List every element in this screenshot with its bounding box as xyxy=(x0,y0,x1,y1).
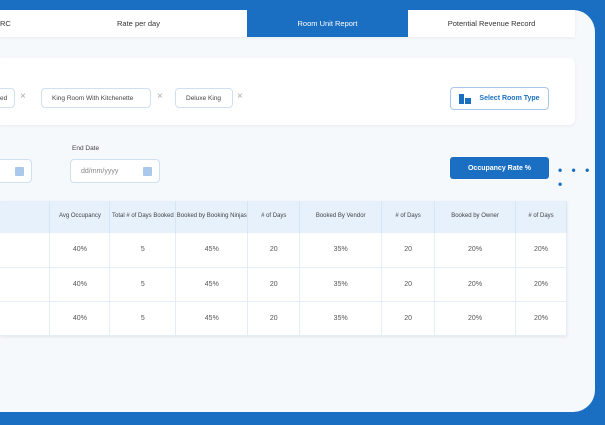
table-cell: 20% xyxy=(515,267,567,302)
column-header: # of Days xyxy=(381,201,436,233)
remove-chip-icon[interactable]: × xyxy=(157,91,163,102)
table-cell xyxy=(0,233,51,268)
column-header: # of Days xyxy=(515,201,567,233)
table-cell: 20 xyxy=(247,301,301,336)
select-room-type-label: Select Room Type xyxy=(479,95,540,102)
tab-potential-revenue-record[interactable]: Potential Revenue Record xyxy=(447,19,536,28)
table-header-row: Avg Occupancy Total # of Days Booked Boo… xyxy=(0,201,567,233)
column-header: Booked By Vendor xyxy=(299,201,383,233)
table-cell xyxy=(0,267,51,302)
table-row: 40% 5 45% 20 35% 20 20% 20% xyxy=(0,233,567,268)
calendar-icon xyxy=(143,167,152,176)
room-grid-icon xyxy=(459,93,472,104)
calendar-icon xyxy=(15,167,24,176)
tab-rate-per-day[interactable]: Rate per day xyxy=(117,19,160,28)
table-cell: 40% xyxy=(49,233,111,268)
table-cell: 5 xyxy=(109,267,177,302)
tab-rc[interactable]: RC xyxy=(0,19,11,28)
select-room-type-button[interactable]: Select Room Type xyxy=(450,87,549,110)
remove-chip-icon[interactable]: × xyxy=(20,91,26,102)
table-cell: 35% xyxy=(299,267,383,302)
end-date-input[interactable]: dd/mm/yyyy xyxy=(70,159,160,183)
column-header: Booked by Booking Ninjas xyxy=(175,201,249,233)
table-cell: 20 xyxy=(381,267,436,302)
column-header: Avg Occupancy xyxy=(49,201,111,233)
tab-room-unit-report[interactable]: Room Unit Report xyxy=(247,10,408,37)
table-cell: 5 xyxy=(109,301,177,336)
table-row: 40% 5 45% 20 35% 20 20% 20% xyxy=(0,267,567,302)
table-cell: 35% xyxy=(299,301,383,336)
table-cell: 5 xyxy=(109,233,177,268)
end-date-placeholder: dd/mm/yyyy xyxy=(81,167,119,175)
table-cell: 20 xyxy=(381,233,436,268)
table-cell: 45% xyxy=(175,233,249,268)
table-cell: 20 xyxy=(381,301,436,336)
column-header xyxy=(0,201,51,233)
table-cell: 45% xyxy=(175,301,249,336)
tab-bar: RC Rate per day Room Unit Report Potenti… xyxy=(0,10,575,37)
table-cell: 40% xyxy=(49,267,111,302)
column-header: # of Days xyxy=(247,201,301,233)
main-panel: RC Rate per day Room Unit Report Potenti… xyxy=(0,10,595,412)
room-type-chip[interactable]: King Room With Kitchenette xyxy=(41,88,151,108)
table-cell: 40% xyxy=(49,301,111,336)
end-date-label: End Date xyxy=(72,145,100,152)
table-cell: 20% xyxy=(515,233,567,268)
remove-chip-icon[interactable]: × xyxy=(237,91,243,102)
column-header: Booked by Owner xyxy=(434,201,516,233)
table-row: 40% 5 45% 20 35% 20 20% 20% xyxy=(0,301,567,336)
start-date-input[interactable] xyxy=(0,159,32,183)
room-type-filter-card: ed × King Room With Kitchenette × Deluxe… xyxy=(0,58,575,125)
table-cell: 20% xyxy=(434,301,516,336)
more-dots-icon[interactable]: • • • • xyxy=(558,163,593,191)
table-cell: 20 xyxy=(247,233,301,268)
room-type-chip[interactable]: ed xyxy=(0,88,15,108)
table-cell: 45% xyxy=(175,267,249,302)
table-cell xyxy=(0,301,51,336)
column-header: Total # of Days Booked xyxy=(109,201,177,233)
table-cell: 35% xyxy=(299,233,383,268)
table-cell: 20% xyxy=(434,233,516,268)
table-cell: 20 xyxy=(247,267,301,302)
table-cell: 20% xyxy=(515,301,567,336)
room-unit-table: Avg Occupancy Total # of Days Booked Boo… xyxy=(0,201,567,336)
room-type-chip[interactable]: Deluxe King xyxy=(175,88,233,108)
occupancy-rate-button[interactable]: Occupancy Rate % xyxy=(450,157,549,179)
table-cell: 20% xyxy=(434,267,516,302)
